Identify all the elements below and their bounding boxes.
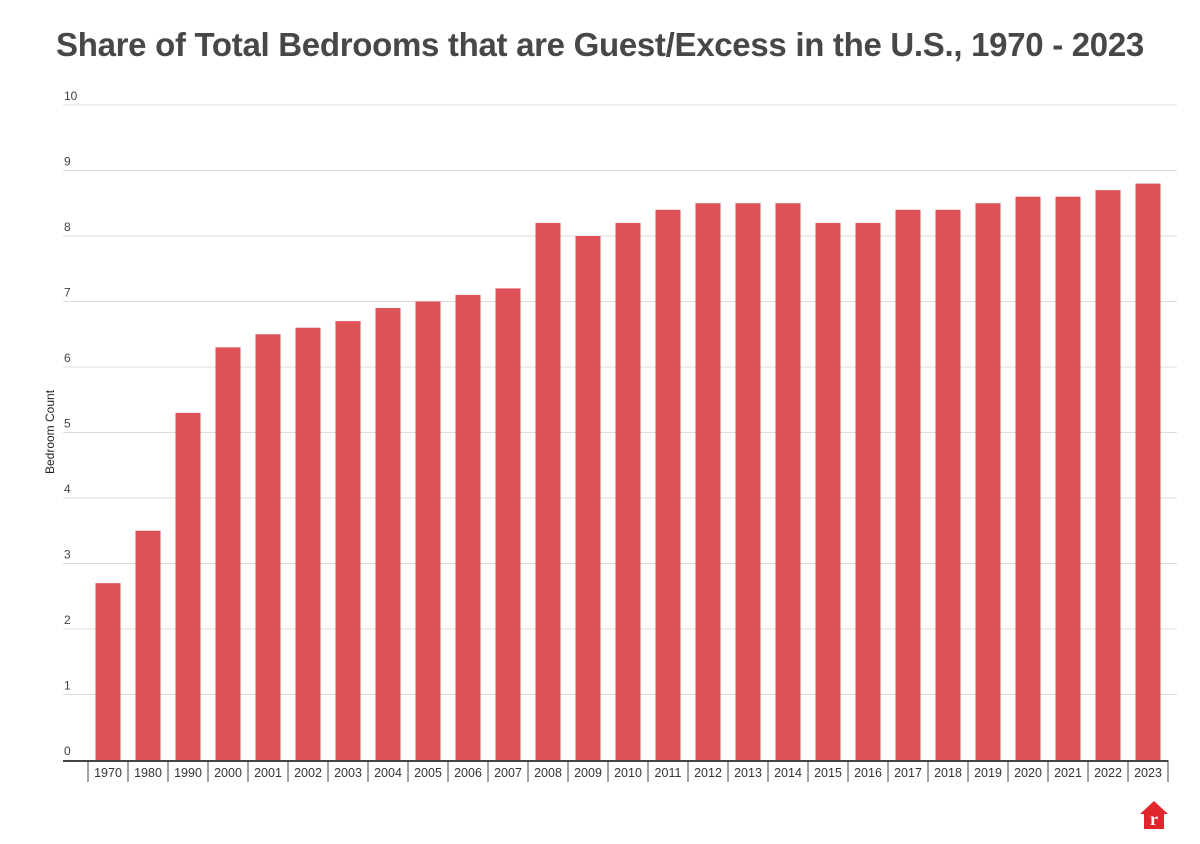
bar-2005 [415, 301, 441, 760]
bars [95, 183, 1161, 761]
bar-1980 [135, 530, 161, 760]
x-tick-label: 2012 [694, 766, 722, 780]
x-tick-label: 1980 [134, 766, 162, 780]
svg-text:r: r [1150, 809, 1158, 829]
y-tick-label: 6 [64, 351, 71, 365]
x-tick-label: 2014 [774, 766, 802, 780]
bar-2023 [1135, 183, 1161, 761]
x-tick-label: 2002 [294, 766, 322, 780]
x-tick-label: 2010 [614, 766, 642, 780]
bar-2003 [335, 321, 361, 760]
bar-2000 [215, 347, 241, 760]
bar-2006 [455, 294, 481, 760]
x-tick-label: 2019 [974, 766, 1002, 780]
y-tick-label: 4 [64, 482, 71, 496]
bar-2009 [575, 236, 601, 760]
bar-2015 [815, 222, 841, 760]
x-tick-label: 2004 [374, 766, 402, 780]
x-tick-label: 2015 [814, 766, 842, 780]
bar-2020 [1015, 196, 1041, 760]
y-tick-label: 2 [64, 613, 71, 627]
chart-title: Share of Total Bedrooms that are Guest/E… [56, 26, 1144, 63]
y-tick-label: 9 [64, 155, 71, 169]
y-tick-label: 10 [64, 89, 78, 103]
x-tick-label: 2013 [734, 766, 762, 780]
bar-2011 [655, 209, 681, 761]
x-tick-label: 2020 [1014, 766, 1042, 780]
bar-2004 [375, 308, 401, 760]
x-tick-label: 2003 [334, 766, 362, 780]
x-axis: 1970 1980 1990 2000 2001 2002 2003 2004 2005 2006… [63, 760, 1169, 782]
x-tick-label: 2016 [854, 766, 882, 780]
bar-2021 [1055, 196, 1081, 760]
y-tick-label: 7 [64, 286, 71, 300]
x-tick-label: 2011 [655, 766, 682, 780]
bar-2012 [695, 203, 721, 760]
x-tick-label: 2008 [534, 766, 562, 780]
bar-2007 [495, 288, 521, 760]
bar-1990 [175, 412, 201, 760]
x-tick-label: 2022 [1094, 766, 1122, 780]
x-tick-label: 2001 [254, 766, 282, 780]
bar-2014 [775, 203, 801, 760]
x-tick-label: 2006 [454, 766, 482, 780]
y-tick-label: 3 [64, 548, 71, 562]
y-axis-title: Bedroom Count [43, 389, 57, 474]
x-tick-label: 2023 [1134, 766, 1162, 780]
y-axis-ticks: 0 1 2 3 4 5 6 7 8 9 10 [64, 89, 78, 758]
bar-1970 [95, 583, 121, 760]
y-tick-label: 0 [64, 744, 71, 758]
y-tick-label: 5 [64, 417, 71, 431]
x-tick-label: 2017 [894, 766, 922, 780]
bar-2019 [975, 203, 1001, 760]
x-tick-label: 2000 [214, 766, 242, 780]
x-tick-label: 2005 [414, 766, 442, 780]
bar-2022 [1095, 190, 1121, 760]
x-tick-label: 2009 [574, 766, 602, 780]
bar-2002 [295, 327, 321, 760]
y-tick-label: 1 [64, 679, 71, 693]
x-tick-label: 2007 [494, 766, 522, 780]
x-tick-label: 1970 [94, 766, 122, 780]
y-tick-label: 8 [64, 220, 71, 234]
x-tick-label: 1990 [174, 766, 202, 780]
bar-2008 [535, 222, 561, 760]
bar-2010 [615, 222, 641, 760]
bar-2018 [935, 209, 961, 761]
bar-2017 [895, 209, 921, 761]
x-tick-label: 2021 [1054, 766, 1082, 780]
house-r-logo-icon: r [1140, 801, 1168, 829]
bar-2013 [735, 203, 761, 760]
x-tick-label: 2018 [934, 766, 962, 780]
bar-2016 [855, 222, 881, 760]
bar-2001 [255, 334, 281, 760]
